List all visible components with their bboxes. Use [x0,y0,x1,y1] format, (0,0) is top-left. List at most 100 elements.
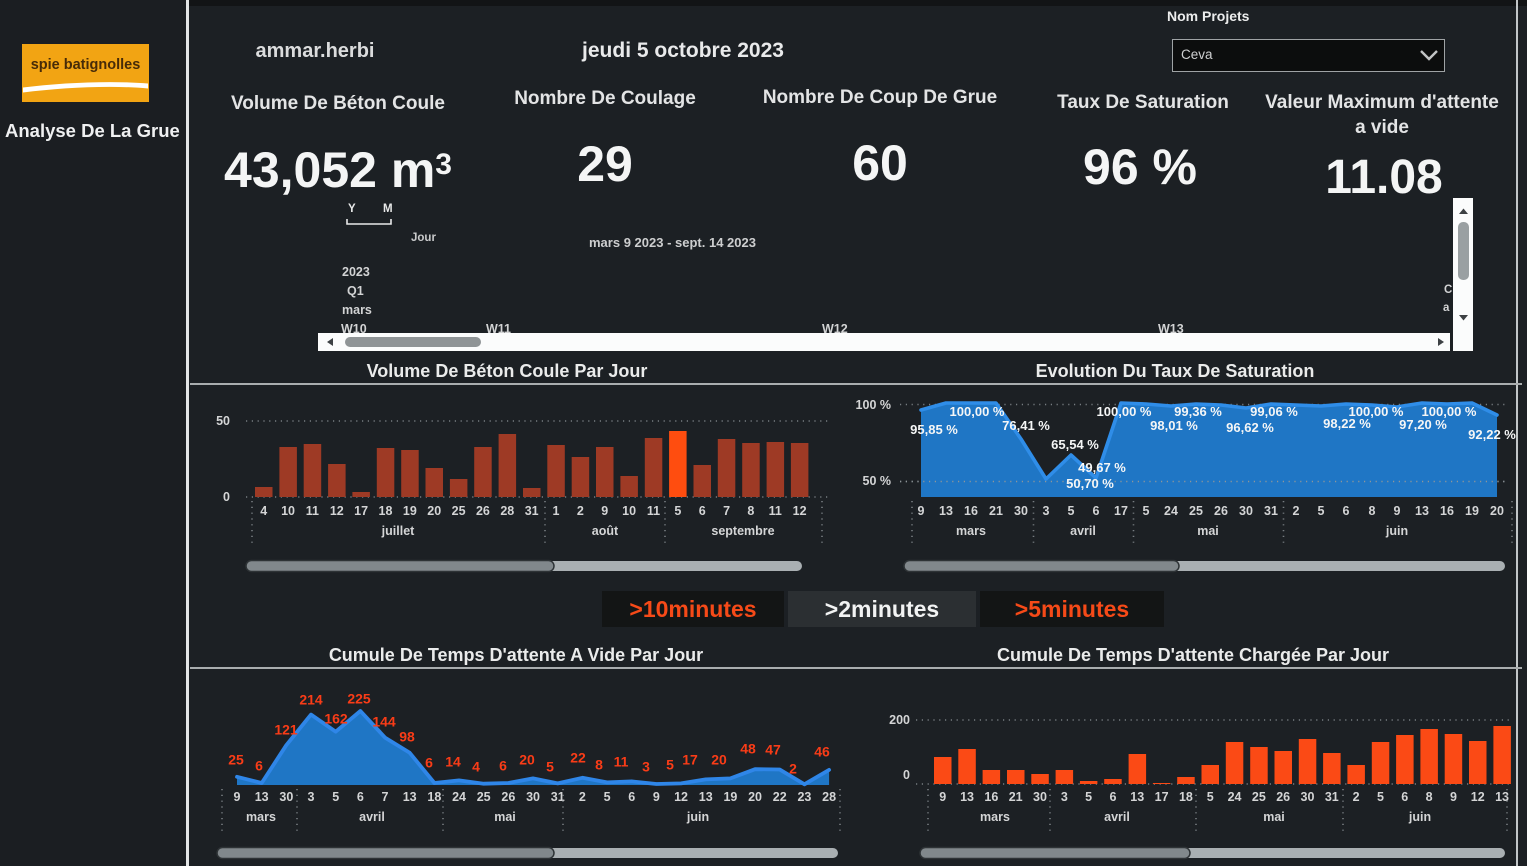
svg-text:5: 5 [546,759,554,775]
svg-text:5: 5 [604,790,611,804]
svg-text:31: 31 [525,504,539,518]
svg-text:21: 21 [1009,790,1023,804]
svg-text:9: 9 [1394,504,1401,518]
svg-text:20: 20 [427,504,441,518]
svg-text:5: 5 [1318,504,1325,518]
svg-text:11: 11 [614,754,629,770]
svg-text:25: 25 [477,790,491,804]
svg-text:13: 13 [1495,790,1509,804]
svg-text:6: 6 [1093,504,1100,518]
svg-text:6: 6 [1401,790,1408,804]
svg-text:5: 5 [1377,790,1384,804]
svg-text:26: 26 [476,504,490,518]
svg-text:16: 16 [984,790,998,804]
svg-text:20: 20 [711,752,727,768]
svg-text:30: 30 [279,790,293,804]
svg-text:8: 8 [747,504,754,518]
svg-text:13: 13 [255,790,269,804]
svg-text:mars: mars [980,810,1010,824]
svg-text:50: 50 [216,414,230,428]
svg-text:20: 20 [748,790,762,804]
svg-text:18: 18 [379,504,393,518]
svg-text:6: 6 [1109,790,1116,804]
svg-text:92,22 %: 92,22 % [1468,427,1516,442]
svg-text:47: 47 [765,742,781,758]
svg-text:19: 19 [1465,504,1479,518]
svg-text:6: 6 [425,755,433,771]
svg-text:214: 214 [299,692,323,708]
svg-text:11: 11 [306,504,319,518]
svg-text:5: 5 [1085,790,1092,804]
svg-text:98: 98 [399,729,415,745]
svg-text:99,06 %: 99,06 % [1250,404,1298,419]
svg-text:25: 25 [1189,504,1203,518]
svg-text:3: 3 [1043,504,1050,518]
svg-text:0: 0 [223,490,230,504]
svg-text:13: 13 [403,790,417,804]
svg-text:juin: juin [1408,810,1431,824]
svg-text:10: 10 [281,504,295,518]
svg-text:7: 7 [382,790,389,804]
svg-text:100,00 %: 100,00 % [1349,404,1404,419]
svg-text:5: 5 [1143,504,1150,518]
svg-text:99,36 %: 99,36 % [1174,404,1222,419]
svg-text:162: 162 [324,711,348,727]
svg-text:avril: avril [359,810,385,824]
svg-text:18: 18 [1179,790,1193,804]
svg-text:3: 3 [308,790,315,804]
svg-text:24: 24 [452,790,466,804]
svg-text:10: 10 [622,504,636,518]
svg-text:95,85 %: 95,85 % [910,422,958,437]
svg-text:2: 2 [1293,504,1300,518]
svg-text:13: 13 [1130,790,1144,804]
svg-text:6: 6 [499,758,507,774]
svg-text:4: 4 [472,759,480,775]
svg-text:12: 12 [1471,790,1485,804]
svg-text:3: 3 [1061,790,1068,804]
svg-text:septembre: septembre [711,524,774,538]
svg-text:31: 31 [551,790,565,804]
svg-text:17: 17 [682,752,698,768]
svg-text:30: 30 [526,790,540,804]
svg-text:mai: mai [494,810,516,824]
svg-text:48: 48 [740,741,756,757]
svg-text:5: 5 [1068,504,1075,518]
svg-text:5: 5 [666,757,674,773]
svg-text:13: 13 [960,790,974,804]
svg-text:25: 25 [452,504,466,518]
svg-text:200: 200 [889,713,910,727]
svg-text:23: 23 [797,790,811,804]
svg-text:21: 21 [989,504,1003,518]
svg-text:65,54 %: 65,54 % [1051,437,1099,452]
svg-text:26: 26 [1276,790,1290,804]
svg-text:6: 6 [1343,504,1350,518]
svg-text:juin: juin [1385,524,1408,538]
svg-text:100,00 %: 100,00 % [950,404,1005,419]
svg-text:50 %: 50 % [863,474,892,488]
svg-text:18: 18 [427,790,441,804]
svg-text:2: 2 [1353,790,1360,804]
svg-text:17: 17 [1114,504,1128,518]
svg-text:0: 0 [903,768,910,782]
svg-text:16: 16 [964,504,978,518]
svg-text:98,01 %: 98,01 % [1150,418,1198,433]
svg-text:2: 2 [577,504,584,518]
svg-text:août: août [592,524,619,538]
svg-text:28: 28 [500,504,514,518]
svg-text:17: 17 [1155,790,1169,804]
svg-text:24: 24 [1164,504,1178,518]
svg-text:9: 9 [939,790,946,804]
svg-text:avril: avril [1104,810,1130,824]
svg-text:121: 121 [274,722,298,738]
svg-text:20: 20 [519,752,535,768]
svg-text:49,67 %: 49,67 % [1078,460,1126,475]
svg-text:5: 5 [674,504,681,518]
svg-text:31: 31 [1264,504,1278,518]
svg-text:16: 16 [1440,504,1454,518]
svg-text:17: 17 [354,504,368,518]
svg-text:20: 20 [1490,504,1504,518]
svg-text:9: 9 [601,504,608,518]
svg-text:31: 31 [1325,790,1339,804]
svg-text:9: 9 [918,504,925,518]
svg-text:19: 19 [403,504,417,518]
